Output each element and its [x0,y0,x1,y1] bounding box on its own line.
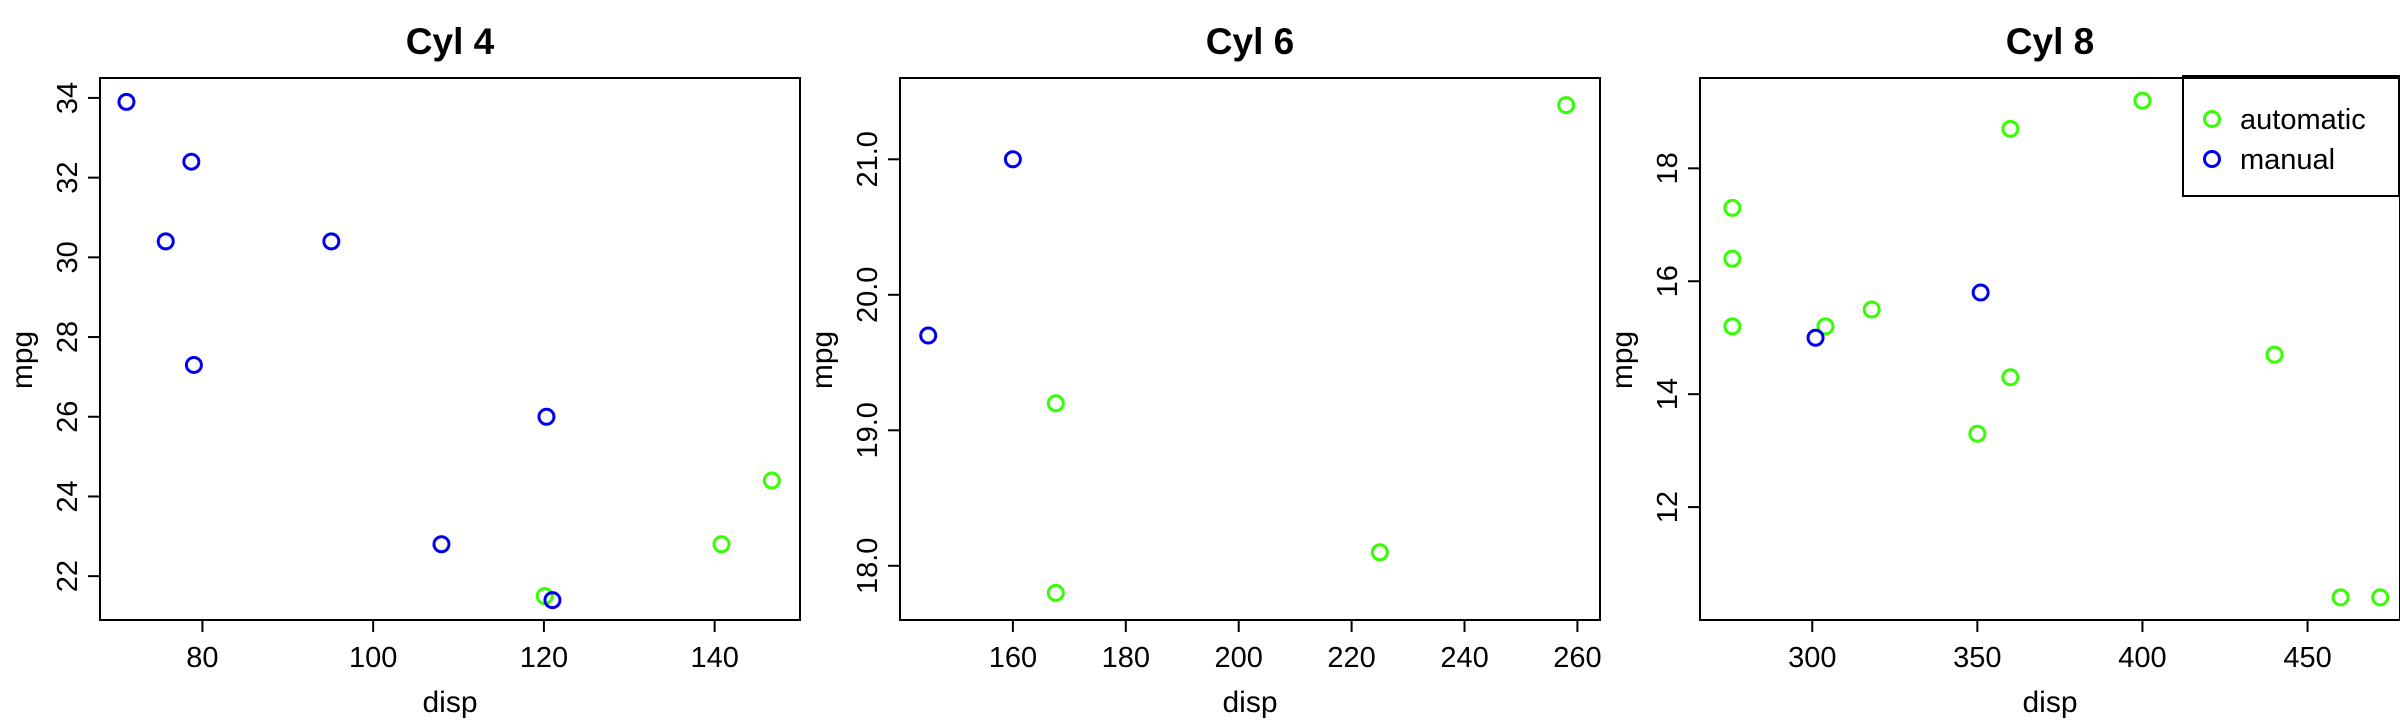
panel-cyl-4: Cyl 4 disp mpg 80 100 120 140 22 24 26 28 30 32 34 [6,21,801,719]
data-point-automatic [1816,317,1835,336]
legend-marker-manual [2203,150,2221,168]
data-point-automatic [1723,198,1742,217]
legend-label-automatic: automatic [2240,104,2366,136]
y-tick-label: 28 [52,321,84,353]
y-tick-label: 22 [52,560,84,592]
data-point-manual [919,326,938,345]
panel-title: Cyl 6 [1206,21,1294,62]
data-point-manual [156,232,175,251]
data-point-manual [322,232,341,251]
x-tick-label: 240 [1440,642,1488,674]
data-point-manual [184,355,203,374]
data-point-automatic [712,535,731,554]
panel-cyl-6: Cyl 6 disp mpg 160 180 200 220 240 260 18.0 19.… [806,21,1602,719]
data-point-automatic [2001,368,2020,387]
data-point-manual [1003,150,1022,169]
y-tick-label: 26 [52,401,84,433]
y-axis-label: mpg [1606,331,1639,389]
y-tick-label: 12 [1652,491,1684,523]
legend-box [2182,75,2400,197]
y-tick-label: 18.0 [852,538,884,594]
x-tick-label: 260 [1553,642,1601,674]
x-tick-label: 120 [520,642,568,674]
x-axis-label: disp [1222,686,1277,719]
data-point-automatic [1370,543,1389,562]
data-point-automatic [762,471,781,490]
panel-cyl-8: Cyl 8 disp mpg automatic manual 300 350 40… [1606,21,2400,719]
y-tick-label: 24 [52,480,84,512]
data-point-manual [182,152,201,171]
y-tick-label: 30 [52,241,84,273]
data-point-automatic [2265,345,2284,364]
data-point-automatic [1557,96,1576,115]
data-point-manual [543,591,562,610]
data-point-automatic [1862,300,1881,319]
plot-frame [899,77,1601,621]
data-point-automatic [1723,249,1742,268]
y-tick-label: 16 [1652,265,1684,297]
y-tick-label: 19.0 [852,402,884,458]
x-tick-label: 220 [1327,642,1375,674]
data-point-manual [1806,328,1825,347]
y-axis-label: mpg [806,331,839,389]
x-axis-label: disp [422,686,477,719]
legend-marker-automatic [2203,110,2221,128]
data-point-manual [117,92,136,111]
data-point-automatic [1968,424,1987,443]
data-point-automatic [2133,91,2152,110]
y-axis-label: mpg [6,331,39,389]
y-tick-label: 18 [1652,152,1684,184]
data-point-manual [1971,283,1990,302]
x-tick-label: 100 [349,642,397,674]
data-point-automatic [2001,119,2020,138]
x-axis-label: disp [2022,686,2077,719]
panel-title: Cyl 8 [2006,21,2094,62]
x-tick-label: 180 [1102,642,1150,674]
x-tick-label: 200 [1215,642,1263,674]
x-tick-label: 450 [2283,642,2331,674]
y-tick-label: 20.0 [852,267,884,323]
y-tick-label: 21.0 [852,131,884,187]
x-tick-label: 350 [1953,642,2001,674]
plot-frame [99,77,801,621]
data-point-automatic [2331,588,2350,607]
x-tick-label: 400 [2118,642,2166,674]
data-point-manual [537,407,556,426]
x-tick-label: 160 [989,642,1037,674]
x-tick-label: 140 [690,642,738,674]
legend: automatic manual [2182,75,2400,197]
y-tick-label: 32 [52,161,84,193]
x-tick-label: 300 [1788,642,1836,674]
data-point-automatic [1046,583,1065,602]
legend-label-manual: manual [2240,144,2335,176]
y-tick-label: 34 [52,82,84,114]
data-point-manual [432,535,451,554]
data-point-automatic [1046,394,1065,413]
y-tick-label: 14 [1652,378,1684,410]
panel-title: Cyl 4 [406,21,495,62]
data-point-automatic [2371,588,2390,607]
x-tick-label: 80 [186,642,218,674]
data-point-automatic [1723,317,1742,336]
plot-frame [1699,77,2400,621]
